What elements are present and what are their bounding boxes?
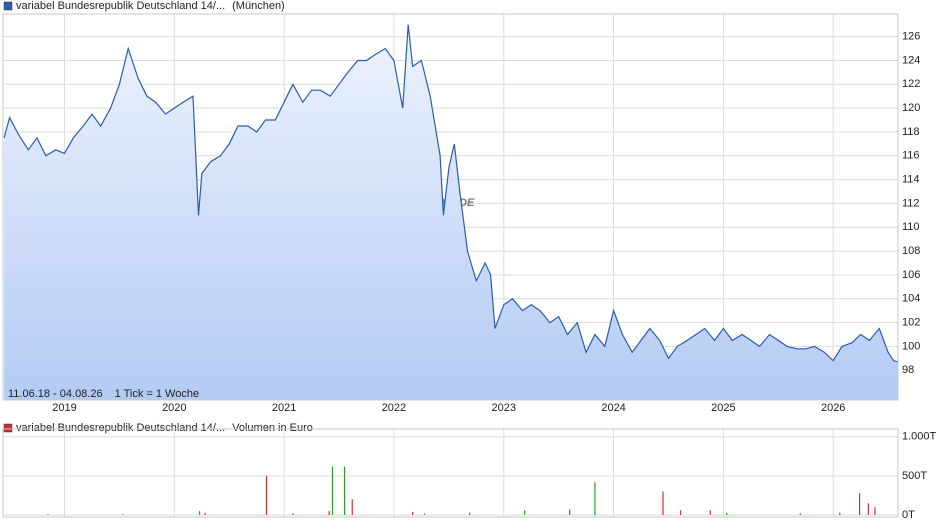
volume-bar — [351, 499, 353, 515]
volume-bar — [122, 514, 124, 515]
y-tick-label: 118 — [902, 126, 920, 138]
legend-swatch — [3, 1, 13, 11]
y-tick-label: 124 — [902, 54, 920, 66]
volume-bar — [524, 510, 526, 515]
legend-swatch — [3, 423, 13, 433]
y-tick-label: 0T — [902, 509, 915, 521]
legend-subtitle: (München) — [232, 0, 285, 12]
y-tick-label: 110 — [902, 221, 920, 233]
y-tick-label: 98 — [902, 364, 914, 376]
price-line — [3, 24, 899, 363]
y-tick-label: 500T — [902, 470, 927, 482]
y-tick-label: 120 — [902, 102, 920, 114]
y-tick-label: 116 — [902, 150, 920, 162]
volume-bar — [867, 503, 869, 515]
y-tick-label: 122 — [902, 78, 920, 90]
area — [4, 24, 899, 400]
volume-bar — [47, 514, 49, 515]
volume-bar — [412, 511, 414, 515]
y-tick-label: 108 — [902, 245, 920, 257]
volume-bar — [204, 512, 206, 515]
x-tick-label: 2023 — [492, 402, 516, 414]
volume-bar — [469, 512, 471, 515]
y-tick-label: 102 — [902, 316, 920, 328]
y-tick-label: 104 — [902, 293, 920, 305]
y-tick-label: 126 — [902, 31, 920, 43]
volume-bar — [799, 513, 801, 515]
plot-frame — [2, 428, 899, 518]
y-tick-label: 100 — [902, 340, 920, 352]
volume-bar — [198, 511, 201, 515]
x-tick-label: 2026 — [821, 402, 845, 414]
x-tick-label: 2020 — [162, 402, 186, 414]
volume-bar — [328, 511, 330, 515]
volume-bar — [726, 512, 728, 515]
date-range: 11.06.18 - 04.08.26 — [8, 388, 103, 400]
x-tick-label: 2024 — [601, 402, 625, 414]
plot-frame — [2, 13, 899, 401]
tick-note: 1 Tick = 1 Woche — [115, 388, 199, 400]
volume-bar — [594, 482, 596, 515]
volume-bar — [265, 475, 268, 515]
legend-title: variabel Bundesrepublik Deutschland 14/.… — [16, 0, 225, 12]
volume-bar — [662, 491, 664, 515]
y-tick-label: 114 — [902, 174, 920, 186]
y-tick-label: 106 — [902, 269, 920, 281]
legend-subtitle: Volumen in Euro — [232, 422, 313, 434]
volume-bar — [874, 507, 876, 515]
volume-bar — [343, 466, 346, 515]
volume-bar — [424, 513, 426, 515]
y-tick-label: 1.000T — [902, 431, 937, 443]
volume-bar — [679, 510, 682, 515]
x-tick-label: 2019 — [52, 402, 76, 414]
x-tick-label: 2022 — [382, 402, 406, 414]
x-tick-label: 2025 — [711, 402, 735, 414]
volume-bar — [709, 510, 711, 515]
volume-bar — [569, 509, 571, 515]
volume-bar — [858, 493, 861, 515]
volume-bar — [839, 512, 841, 515]
x-tick-label: 2021 — [272, 402, 296, 414]
volume-bar — [331, 466, 334, 515]
y-tick-label: 112 — [902, 197, 920, 209]
volume-bar — [292, 513, 294, 515]
legend-title: variabel Bundesrepublik Deutschland 14/.… — [16, 422, 225, 434]
